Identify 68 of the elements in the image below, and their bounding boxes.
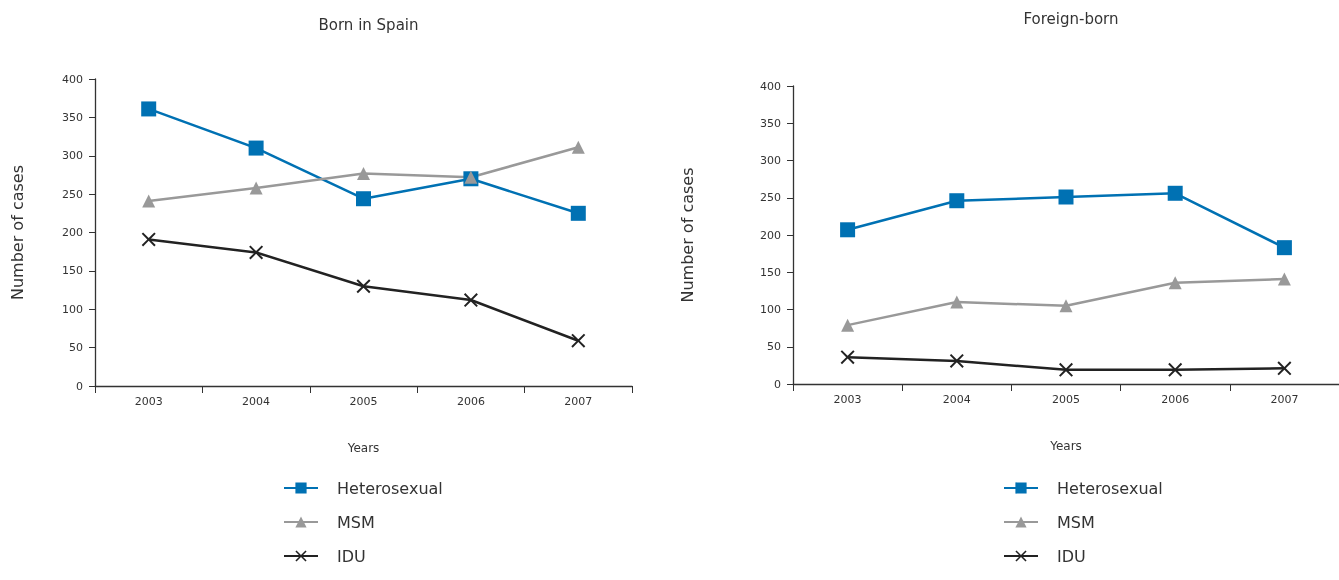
legend-label: Heterosexual xyxy=(1057,478,1163,498)
y-tick-label: 350 xyxy=(760,116,781,130)
y-axis-title: Number of cases xyxy=(7,165,27,300)
y-tick-label: 150 xyxy=(760,265,781,279)
point xyxy=(1277,361,1292,376)
y-tick-label: 350 xyxy=(62,110,83,124)
y-tick-label: 50 xyxy=(767,340,781,354)
point xyxy=(356,191,371,207)
point xyxy=(840,350,855,365)
point xyxy=(141,232,156,247)
x-axis-title: Years xyxy=(346,441,380,455)
point xyxy=(1277,272,1291,286)
y-tick-label: 0 xyxy=(76,379,83,393)
point xyxy=(142,194,156,208)
point xyxy=(571,333,586,348)
point xyxy=(571,140,585,154)
y-tick-label: 150 xyxy=(62,264,83,278)
y-tick-label: 300 xyxy=(760,154,781,167)
point xyxy=(1168,362,1183,377)
y-tick-label: 100 xyxy=(760,303,781,316)
legend-label: IDU xyxy=(1057,546,1086,566)
point xyxy=(949,353,964,368)
point xyxy=(248,140,264,156)
legend-label: MSM xyxy=(1057,512,1095,532)
point xyxy=(1059,299,1073,313)
point xyxy=(1167,185,1183,201)
point xyxy=(1058,189,1074,205)
point xyxy=(1168,276,1182,290)
point xyxy=(949,193,965,209)
y-tick-label: 250 xyxy=(760,191,781,205)
x-tick-label: 2007 xyxy=(1270,393,1299,406)
x-tick-label: 2004 xyxy=(242,395,271,408)
x-tick-label: 2003 xyxy=(833,393,862,406)
legend-label: Heterosexual xyxy=(337,478,443,498)
y-tick-label: 50 xyxy=(69,341,83,355)
point xyxy=(1059,362,1073,377)
x-tick-label: 2007 xyxy=(564,395,593,408)
legend-label: MSM xyxy=(337,512,375,532)
y-tick-label: 0 xyxy=(774,377,781,391)
x-tick-label: 2004 xyxy=(942,393,971,406)
y-tick-label: 400 xyxy=(760,79,781,93)
point xyxy=(1276,240,1292,256)
y-tick-label: 200 xyxy=(62,226,83,239)
x-axis-title: Years xyxy=(1049,439,1082,453)
point xyxy=(141,101,157,117)
y-axis-title: Number of cases xyxy=(677,167,697,303)
chart-title: Foreign-born xyxy=(1023,9,1119,28)
y-tick-label: 400 xyxy=(62,72,83,86)
point xyxy=(357,166,370,180)
point xyxy=(840,222,856,238)
chart-title: Born in Spain xyxy=(318,15,419,34)
x-tick-label: 2006 xyxy=(456,395,485,408)
y-tick-label: 100 xyxy=(62,302,83,316)
point xyxy=(841,318,855,332)
x-tick-label: 2005 xyxy=(349,395,378,408)
point xyxy=(570,205,586,221)
point xyxy=(950,295,964,309)
legend-label: IDU xyxy=(337,546,366,566)
y-tick-label: 250 xyxy=(62,187,83,201)
point xyxy=(356,279,371,294)
y-tick-label: 300 xyxy=(62,149,83,163)
x-tick-label: 2005 xyxy=(1052,393,1080,406)
point xyxy=(249,181,263,195)
point xyxy=(463,293,478,308)
y-tick-label: 200 xyxy=(760,228,781,242)
x-tick-label: 2003 xyxy=(134,395,163,408)
x-tick-label: 2006 xyxy=(1161,393,1190,406)
point xyxy=(249,245,264,260)
